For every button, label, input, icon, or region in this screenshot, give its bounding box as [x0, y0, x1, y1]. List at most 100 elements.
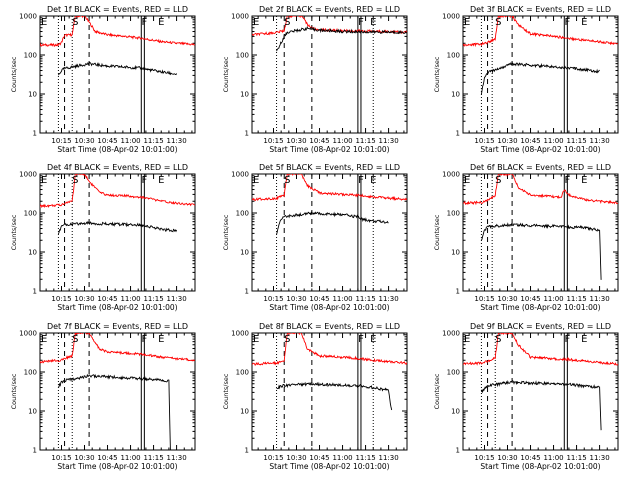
- y-axis-label: Counts/sec: [10, 214, 18, 250]
- x-axis-label: Start Time (08-Apr-02 10:01:00): [57, 303, 177, 312]
- x-tick-label: 10:30: [497, 454, 517, 462]
- x-tick-label: 11:15: [355, 137, 375, 145]
- y-tick-label: 10: [451, 249, 460, 257]
- x-tick-label: 10:30: [286, 454, 306, 462]
- y-axis-label: Counts/sec: [433, 373, 441, 409]
- y-tick-label: 1: [456, 447, 460, 455]
- y-tick-label: 10: [28, 91, 37, 99]
- segment-marker-label: E: [464, 175, 470, 186]
- y-tick-label: 1: [456, 130, 460, 138]
- segment-marker-label: E: [581, 17, 587, 28]
- x-tick-label: 11:15: [143, 137, 163, 145]
- y-axis-label: Counts/sec: [10, 56, 18, 92]
- plot-frame: [251, 332, 408, 451]
- x-tick-label: 11:00: [120, 295, 140, 303]
- y-tick-label: 1: [456, 288, 460, 296]
- segment-marker-label: S: [284, 175, 290, 186]
- x-tick-label: 11:30: [589, 295, 609, 303]
- y-axis-label: Counts/sec: [433, 214, 441, 250]
- x-tick-label: 11:15: [566, 454, 586, 462]
- segment-marker-label: E: [370, 175, 376, 186]
- y-tick-label: 1000: [231, 13, 249, 21]
- y-tick-label: 100: [24, 210, 37, 218]
- x-tick-label: 10:45: [520, 454, 540, 462]
- panel-title: Det 2f BLACK = Events, RED = LLD: [259, 5, 400, 14]
- y-tick-label: 10: [240, 408, 249, 416]
- x-tick-label: 10:45: [309, 454, 329, 462]
- y-tick-label: 100: [236, 52, 249, 60]
- lld-series-line: [463, 174, 618, 206]
- x-tick-label: 11:30: [166, 137, 186, 145]
- x-tick-label: 10:45: [309, 137, 329, 145]
- x-axis-label: Start Time (08-Apr-02 10:01:00): [269, 145, 389, 154]
- y-tick-label: 1000: [442, 171, 460, 179]
- x-tick-label: 11:00: [120, 454, 140, 462]
- panel-3: Det 3f BLACK = Events, RED = LLD 1 10 100 10…: [433, 5, 619, 154]
- segment-marker-label: F: [141, 17, 147, 28]
- y-axis-label: Counts/sec: [10, 373, 18, 409]
- panel-1: Det 1f BLACK = Events, RED = LLD 1 10 100 10…: [10, 5, 196, 154]
- y-tick-label: 100: [447, 369, 460, 377]
- x-axis-label: Start Time (08-Apr-02 10:01:00): [480, 303, 600, 312]
- plot-frame: [39, 173, 196, 292]
- y-axis-label: Counts/sec: [222, 373, 230, 409]
- x-tick-label: 11:00: [543, 295, 563, 303]
- x-axis-label: Start Time (08-Apr-02 10:01:00): [269, 462, 389, 471]
- plot-frame: [251, 173, 408, 292]
- events-series-line: [480, 61, 600, 95]
- segment-marker-label: E: [370, 17, 376, 28]
- panel-title: Det 1f BLACK = Events, RED = LLD: [47, 5, 188, 14]
- y-tick-label: 10: [240, 91, 249, 99]
- events-series-line: [481, 222, 602, 280]
- events-series-line: [276, 211, 389, 235]
- panel-title: Det 4f BLACK = Events, RED = LLD: [47, 163, 188, 172]
- segment-marker-label: E: [253, 17, 259, 28]
- y-tick-label: 100: [447, 210, 460, 218]
- x-tick-label: 10:45: [520, 295, 540, 303]
- x-tick-label: 10:30: [74, 295, 94, 303]
- x-tick-label: 10:45: [97, 295, 117, 303]
- plot-frame: [39, 15, 196, 134]
- x-tick-label: 10:30: [286, 137, 306, 145]
- segment-marker-label: S: [284, 334, 290, 345]
- x-tick-label: 10:30: [74, 454, 94, 462]
- segment-marker-label: E: [41, 17, 47, 28]
- y-tick-label: 1000: [19, 330, 37, 338]
- x-tick-label: 11:00: [332, 295, 352, 303]
- segment-marker-label: S: [72, 334, 78, 345]
- events-series-line: [276, 25, 407, 52]
- y-tick-label: 100: [24, 369, 37, 377]
- y-tick-label: 1: [33, 447, 37, 455]
- panel-4: Det 4f BLACK = Events, RED = LLD 1 10 100 10…: [10, 163, 196, 312]
- lld-series-line: [252, 16, 407, 37]
- x-tick-label: 10:30: [497, 295, 517, 303]
- x-tick-label: 10:45: [97, 454, 117, 462]
- lld-series-line: [252, 174, 407, 202]
- segment-marker-label: E: [581, 334, 587, 345]
- x-tick-label: 10:15: [474, 295, 494, 303]
- events-series-line: [480, 380, 602, 431]
- y-tick-label: 10: [451, 91, 460, 99]
- segment-marker-label: E: [253, 175, 259, 186]
- x-tick-label: 10:15: [474, 454, 494, 462]
- x-tick-label: 10:15: [51, 137, 71, 145]
- x-tick-label: 10:15: [263, 295, 283, 303]
- segment-marker-label: S: [72, 175, 78, 186]
- x-tick-label: 10:30: [74, 137, 94, 145]
- x-tick-label: 10:15: [51, 454, 71, 462]
- x-tick-label: 11:30: [589, 454, 609, 462]
- y-tick-label: 1000: [19, 13, 37, 21]
- panel-title: Det 5f BLACK = Events, RED = LLD: [259, 163, 400, 172]
- segment-marker-label: E: [41, 175, 47, 186]
- segment-marker-label: E: [158, 17, 164, 28]
- y-tick-label: 10: [451, 408, 460, 416]
- segment-marker-label: F: [564, 17, 570, 28]
- plot-frame: [251, 15, 408, 134]
- segment-marker-label: F: [141, 334, 147, 345]
- segment-marker-label: E: [253, 334, 259, 345]
- lld-series-line: [463, 16, 618, 48]
- x-tick-label: 10:30: [286, 295, 306, 303]
- y-tick-label: 10: [28, 408, 37, 416]
- x-tick-label: 11:15: [566, 137, 586, 145]
